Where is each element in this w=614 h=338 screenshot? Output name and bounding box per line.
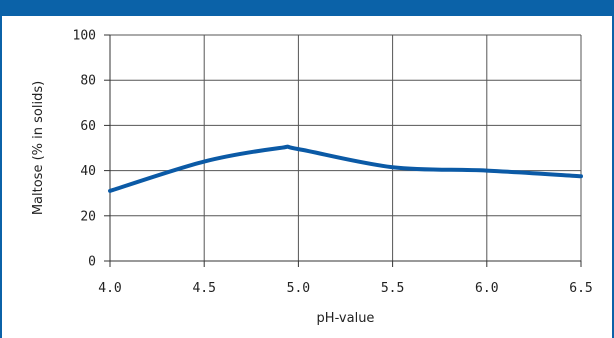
x-tick-label: 4.5 (192, 281, 215, 296)
x-tick-label: 5.5 (381, 281, 404, 296)
x-tick-label: 6.0 (475, 281, 498, 296)
axes (104, 35, 581, 267)
y-tick-label: 80 (80, 74, 96, 89)
x-tick-label: 4.0 (98, 281, 121, 296)
series-line (110, 147, 581, 191)
x-tick-label: 5.0 (287, 281, 310, 296)
tick-labels: 0 20 40 60 80 100 4.0 4.5 5.0 5.5 6.0 6.5 (73, 29, 593, 297)
x-tick-label: 6.5 (569, 281, 592, 296)
x-axis-title: pH-value (317, 311, 375, 326)
y-tick-label: 20 (80, 209, 96, 224)
y-tick-label: 60 (80, 119, 96, 134)
y-tick-label: 100 (73, 29, 96, 44)
y-tick-label: 0 (88, 255, 96, 270)
y-axis-title: Maltose (% in solids) (31, 81, 46, 215)
series-layer (110, 147, 581, 191)
grid (110, 35, 581, 261)
y-tick-label: 40 (80, 164, 96, 179)
